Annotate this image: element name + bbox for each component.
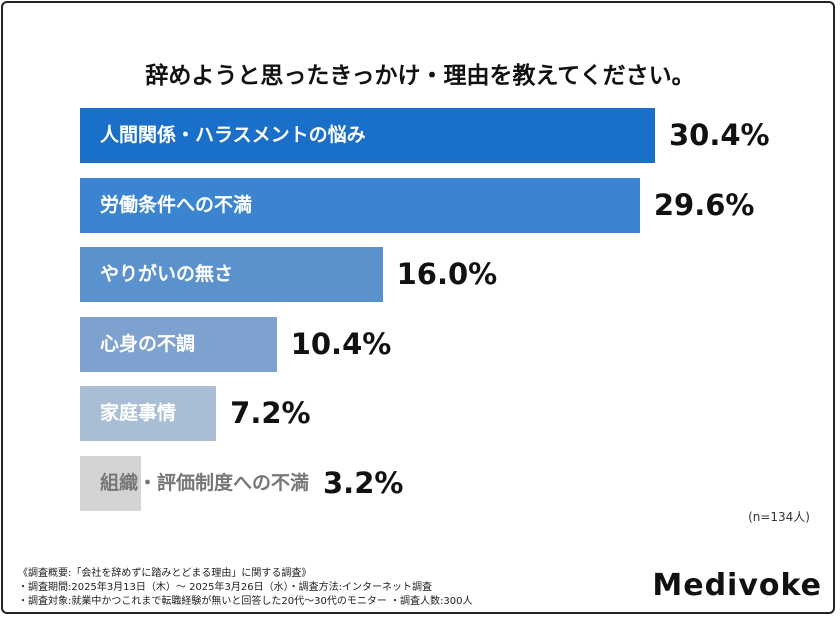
note-line: ・調査対象:就業中かつこれまで転職経験が無いと回答した20代～30代のモニター …: [18, 596, 473, 607]
survey-notes: 《調査概要:「会社を辞めずに踏みとどまる理由」に関する調査》 ・調査期間:202…: [18, 567, 472, 609]
bar: [80, 455, 141, 511]
note-line: 《調査概要:「会社を辞めずに踏みとどまる理由」に関する調査》: [18, 568, 312, 579]
value-label: 3.2%: [323, 465, 404, 500]
value-label: 10.4%: [290, 326, 392, 361]
bar-label: やりがいの無さ: [100, 263, 234, 285]
bar: [80, 177, 640, 233]
logo: Medivoke: [652, 568, 822, 603]
value-label: 16.0%: [396, 257, 498, 291]
sample-size: (n=134人): [748, 510, 810, 524]
bar-chart: 人間関係・ハラスメントの悩み 30.4% 労働条件への不満 29.6% やりがいの無さ 1…: [80, 108, 770, 511]
value-label: 30.4%: [669, 118, 770, 152]
bar-label: 心身の不調: [100, 332, 196, 355]
chart-title: 辞めようと思ったきっかけ・理由を教えてください。: [145, 63, 695, 89]
bar: [80, 316, 277, 372]
note-line: ・調査期間:2025年3月13日（木）～ 2025年3月26日（水）・調査方法:…: [18, 582, 432, 593]
bar-label: 組織・評価制度への不満: [100, 471, 310, 494]
bar-label: 家庭事情: [100, 402, 177, 424]
value-label: 7.2%: [230, 396, 311, 430]
value-label: 29.6%: [653, 187, 755, 222]
bar: [80, 386, 217, 441]
bar-label: 労働条件への不満: [100, 193, 253, 216]
bar: [80, 108, 655, 163]
bar-label: 人間関係・ハラスメントの悩み: [100, 124, 366, 146]
bar: [80, 247, 383, 302]
